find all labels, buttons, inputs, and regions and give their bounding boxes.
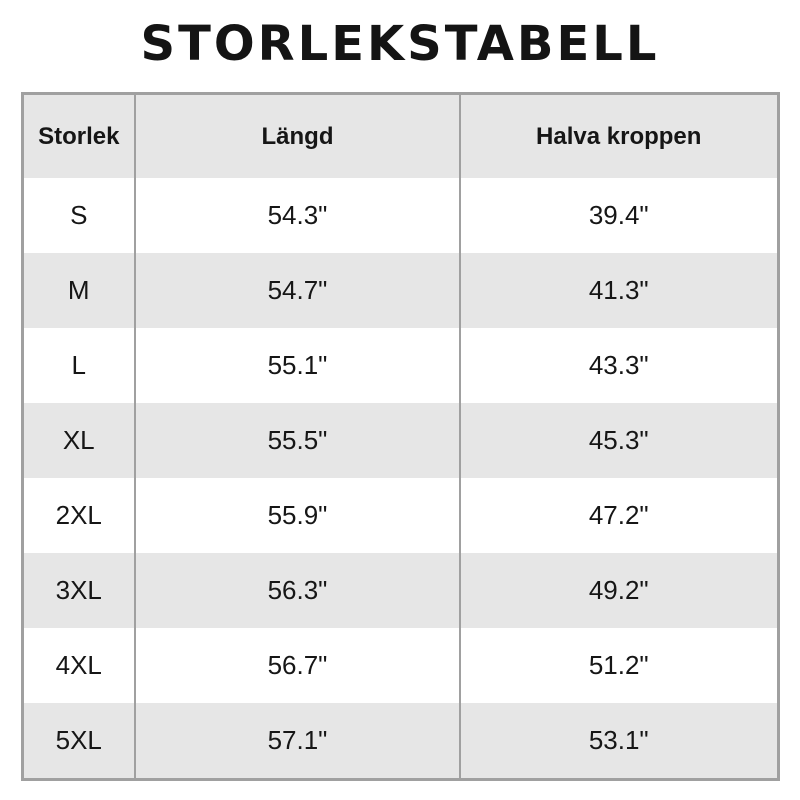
column-header-size: Storlek <box>22 93 135 178</box>
length-cell: 55.5" <box>134 403 460 478</box>
size-cell: M <box>22 253 135 328</box>
size-table-body: S 54.3" 39.4" M 54.7" 41.3" L 55.1" 43.3" XL 55.5"… <box>22 178 778 780</box>
table-row: L 55.1" 43.3" <box>22 328 778 403</box>
table-row: 4XL 56.7" 51.2" <box>22 628 778 703</box>
column-header-half-body: Halva kroppen <box>459 93 778 178</box>
length-cell: 56.7" <box>134 628 460 703</box>
table-row: 3XL 56.3" 49.2" <box>22 553 778 628</box>
half-body-cell: 39.4" <box>459 178 778 253</box>
column-header-length: Längd <box>134 93 460 178</box>
half-body-cell: 49.2" <box>459 553 778 628</box>
length-cell: 55.9" <box>134 478 460 553</box>
size-cell: 2XL <box>22 478 135 553</box>
size-cell: XL <box>22 403 135 478</box>
header-row: Storlek Längd Halva kroppen <box>22 93 778 178</box>
half-body-cell: 53.1" <box>459 703 778 780</box>
size-table-header: Storlek Längd Halva kroppen <box>22 93 778 178</box>
half-body-cell: 41.3" <box>459 253 778 328</box>
size-table: Storlek Längd Halva kroppen S 54.3" 39.4" M 54… <box>20 92 780 781</box>
length-cell: 56.3" <box>134 553 460 628</box>
table-row: XL 55.5" 45.3" <box>22 403 778 478</box>
table-row: 5XL 57.1" 53.1" <box>22 703 778 780</box>
size-cell: 5XL <box>22 703 135 780</box>
length-cell: 54.7" <box>134 253 460 328</box>
page-title: STORLEKSTABELL <box>140 16 660 72</box>
length-cell: 54.3" <box>134 178 460 253</box>
table-row: S 54.3" 39.4" <box>22 178 778 253</box>
half-body-cell: 47.2" <box>459 478 778 553</box>
length-cell: 55.1" <box>134 328 460 403</box>
size-cell: 4XL <box>22 628 135 703</box>
size-cell: S <box>22 178 135 253</box>
table-row: M 54.7" 41.3" <box>22 253 778 328</box>
size-cell: 3XL <box>22 553 135 628</box>
length-cell: 57.1" <box>134 703 460 780</box>
half-body-cell: 43.3" <box>459 328 778 403</box>
half-body-cell: 51.2" <box>459 628 778 703</box>
table-row: 2XL 55.9" 47.2" <box>22 478 778 553</box>
half-body-cell: 45.3" <box>459 403 778 478</box>
size-cell: L <box>22 328 135 403</box>
